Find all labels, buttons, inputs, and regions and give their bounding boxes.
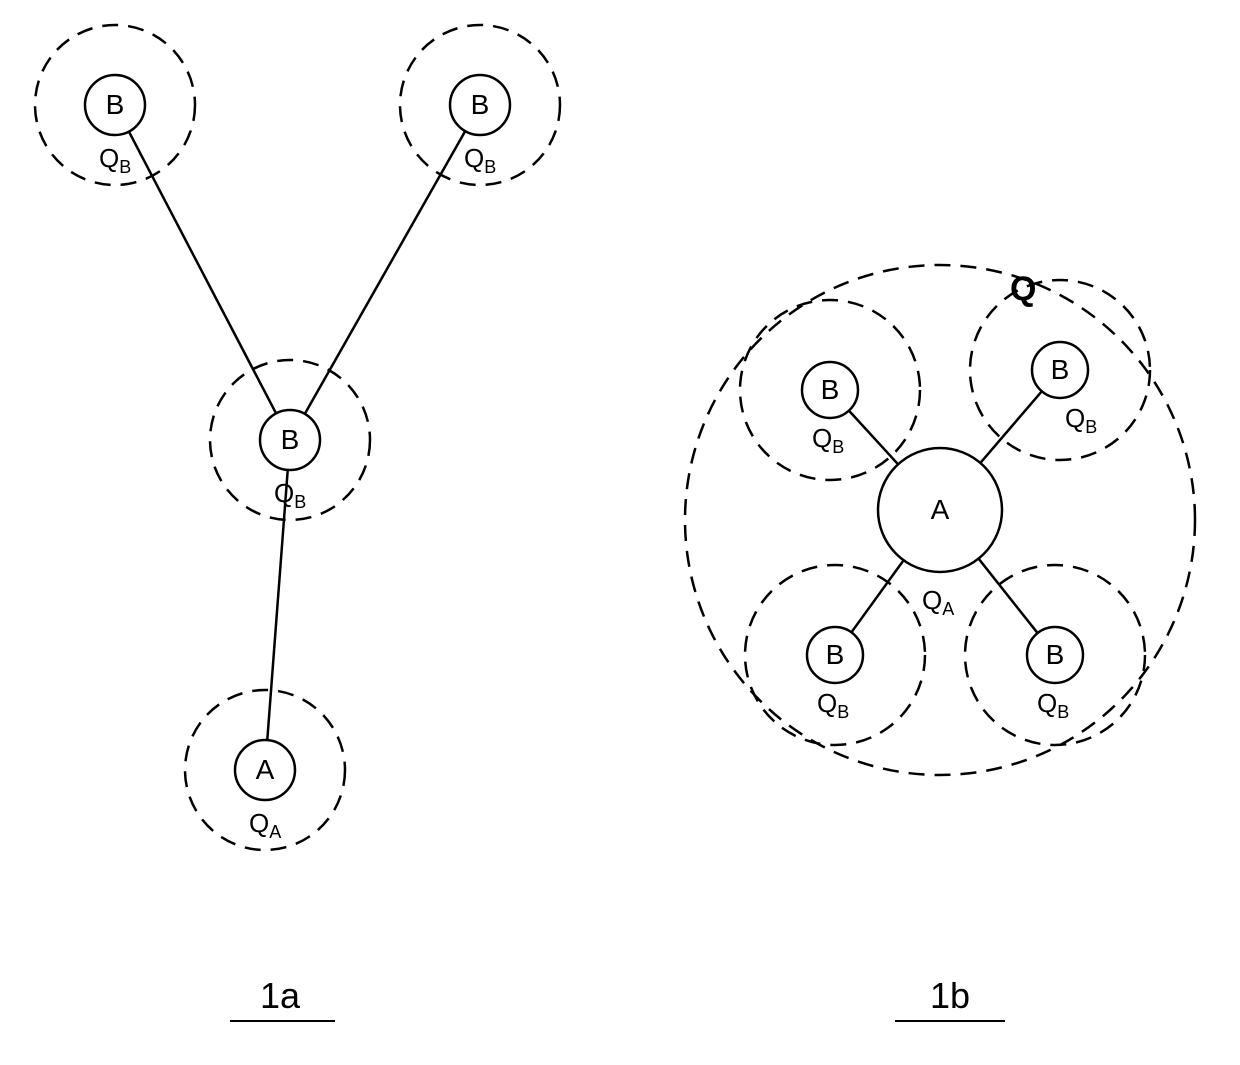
- outer-q-label: Q: [1010, 270, 1036, 309]
- figure-1a-label-underline: [230, 1020, 335, 1022]
- node-Bb3-qlabel: QB: [817, 688, 849, 723]
- node-A1-label: A: [256, 754, 275, 786]
- figure-1b-label-underline: [895, 1020, 1005, 1022]
- node-B2-qlabel: QB: [464, 143, 496, 178]
- node-Bb4-qlabel: QB: [1037, 688, 1069, 723]
- node-A1-qlabel: QA: [249, 808, 281, 843]
- node-B3-qlabel: QB: [274, 478, 306, 513]
- figure-1a-label-text: 1a: [260, 975, 300, 1017]
- node-B2-label: B: [471, 89, 490, 121]
- node-Bb3-label: B: [826, 639, 845, 671]
- diagram-svg: [0, 0, 1240, 1065]
- node-B1-label: B: [106, 89, 125, 121]
- node-B3-label: B: [281, 424, 300, 456]
- node-A-label: A: [931, 494, 950, 526]
- node-Bb1-qlabel: QB: [812, 423, 844, 458]
- node-Bb4-label: B: [1046, 639, 1065, 671]
- node-Bb1-label: B: [821, 374, 840, 406]
- node-Bb2-qlabel: QB: [1065, 403, 1097, 438]
- figure-1b-label-text: 1b: [930, 975, 970, 1017]
- node-Bb2-label: B: [1051, 354, 1070, 386]
- node-B1-qlabel: QB: [99, 143, 131, 178]
- diagram-root: BQBBQBBQBAQA1aQBQBBQBBQBBQBAQA1b: [0, 0, 1240, 1065]
- node-A-qlabel: QA: [922, 585, 954, 620]
